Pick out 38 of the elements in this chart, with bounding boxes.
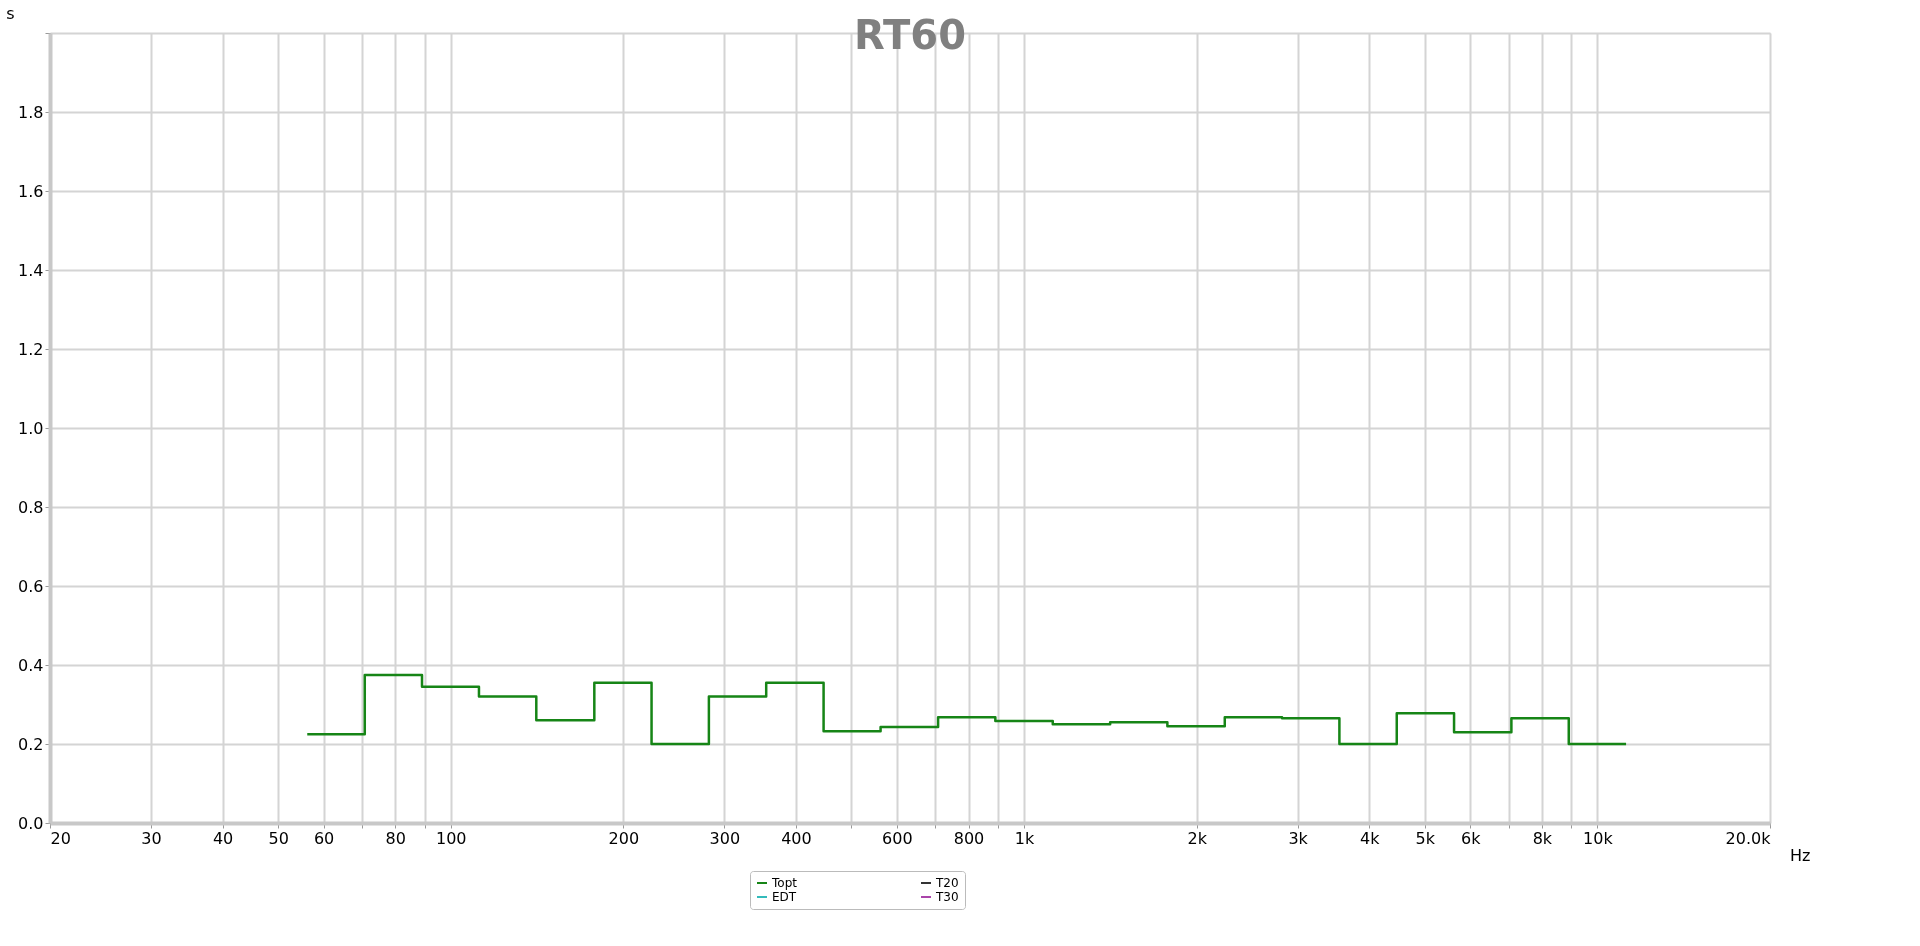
x-tick-label: 60 bbox=[313, 828, 335, 848]
x-tick-label: 4k bbox=[1360, 828, 1381, 848]
x-tick-label: 2k bbox=[1187, 828, 1208, 848]
y-tick-label: 1.6 bbox=[18, 181, 44, 201]
x-tick-label: 20 bbox=[50, 828, 71, 848]
y-tick-label: 1.4 bbox=[18, 260, 44, 280]
x-tick-label: 600 bbox=[882, 828, 913, 848]
legend-label: T20 bbox=[935, 876, 959, 890]
y-axis-title: s bbox=[6, 3, 15, 23]
y-tick-label: 1.8 bbox=[18, 102, 44, 122]
y-tick-label: 0.0 bbox=[18, 813, 44, 833]
legend-label: Topt bbox=[771, 876, 798, 890]
legend-label: EDT bbox=[772, 890, 797, 904]
y-tick-label: 1.0 bbox=[18, 418, 44, 438]
x-tick-label: 5k bbox=[1415, 828, 1436, 848]
x-tick-label: 100 bbox=[435, 828, 467, 848]
y-tick-label: 0.8 bbox=[18, 497, 44, 517]
y-tick-label: 0.2 bbox=[18, 734, 44, 754]
x-tick-label: 80 bbox=[385, 828, 406, 848]
x-tick-label: 8k bbox=[1532, 828, 1553, 848]
y-tick-label: 0.6 bbox=[18, 576, 44, 596]
legend-label: T30 bbox=[935, 890, 959, 904]
y-tick-label: 1.2 bbox=[18, 339, 44, 359]
x-tick-label: 400 bbox=[781, 828, 812, 848]
chart-title: RT60 bbox=[854, 12, 966, 58]
x-tick-label: 6k bbox=[1460, 828, 1482, 848]
y-tick-label: 0.4 bbox=[18, 655, 44, 675]
x-axis-title: Hz bbox=[1790, 845, 1811, 865]
x-tick-label: 40 bbox=[212, 828, 234, 848]
x-tick-label: 300 bbox=[709, 828, 741, 848]
x-tick-label: 10k bbox=[1583, 828, 1614, 848]
x-tick-label: 20.0k bbox=[1725, 828, 1772, 848]
x-tick-label: 30 bbox=[141, 828, 162, 848]
x-tick-label: 1k bbox=[1014, 828, 1036, 848]
x-tick-label: 800 bbox=[953, 828, 985, 848]
x-tick-label: 3k bbox=[1288, 828, 1309, 848]
x-tick-label: 50 bbox=[268, 828, 289, 848]
x-tick-label: 200 bbox=[608, 828, 640, 848]
